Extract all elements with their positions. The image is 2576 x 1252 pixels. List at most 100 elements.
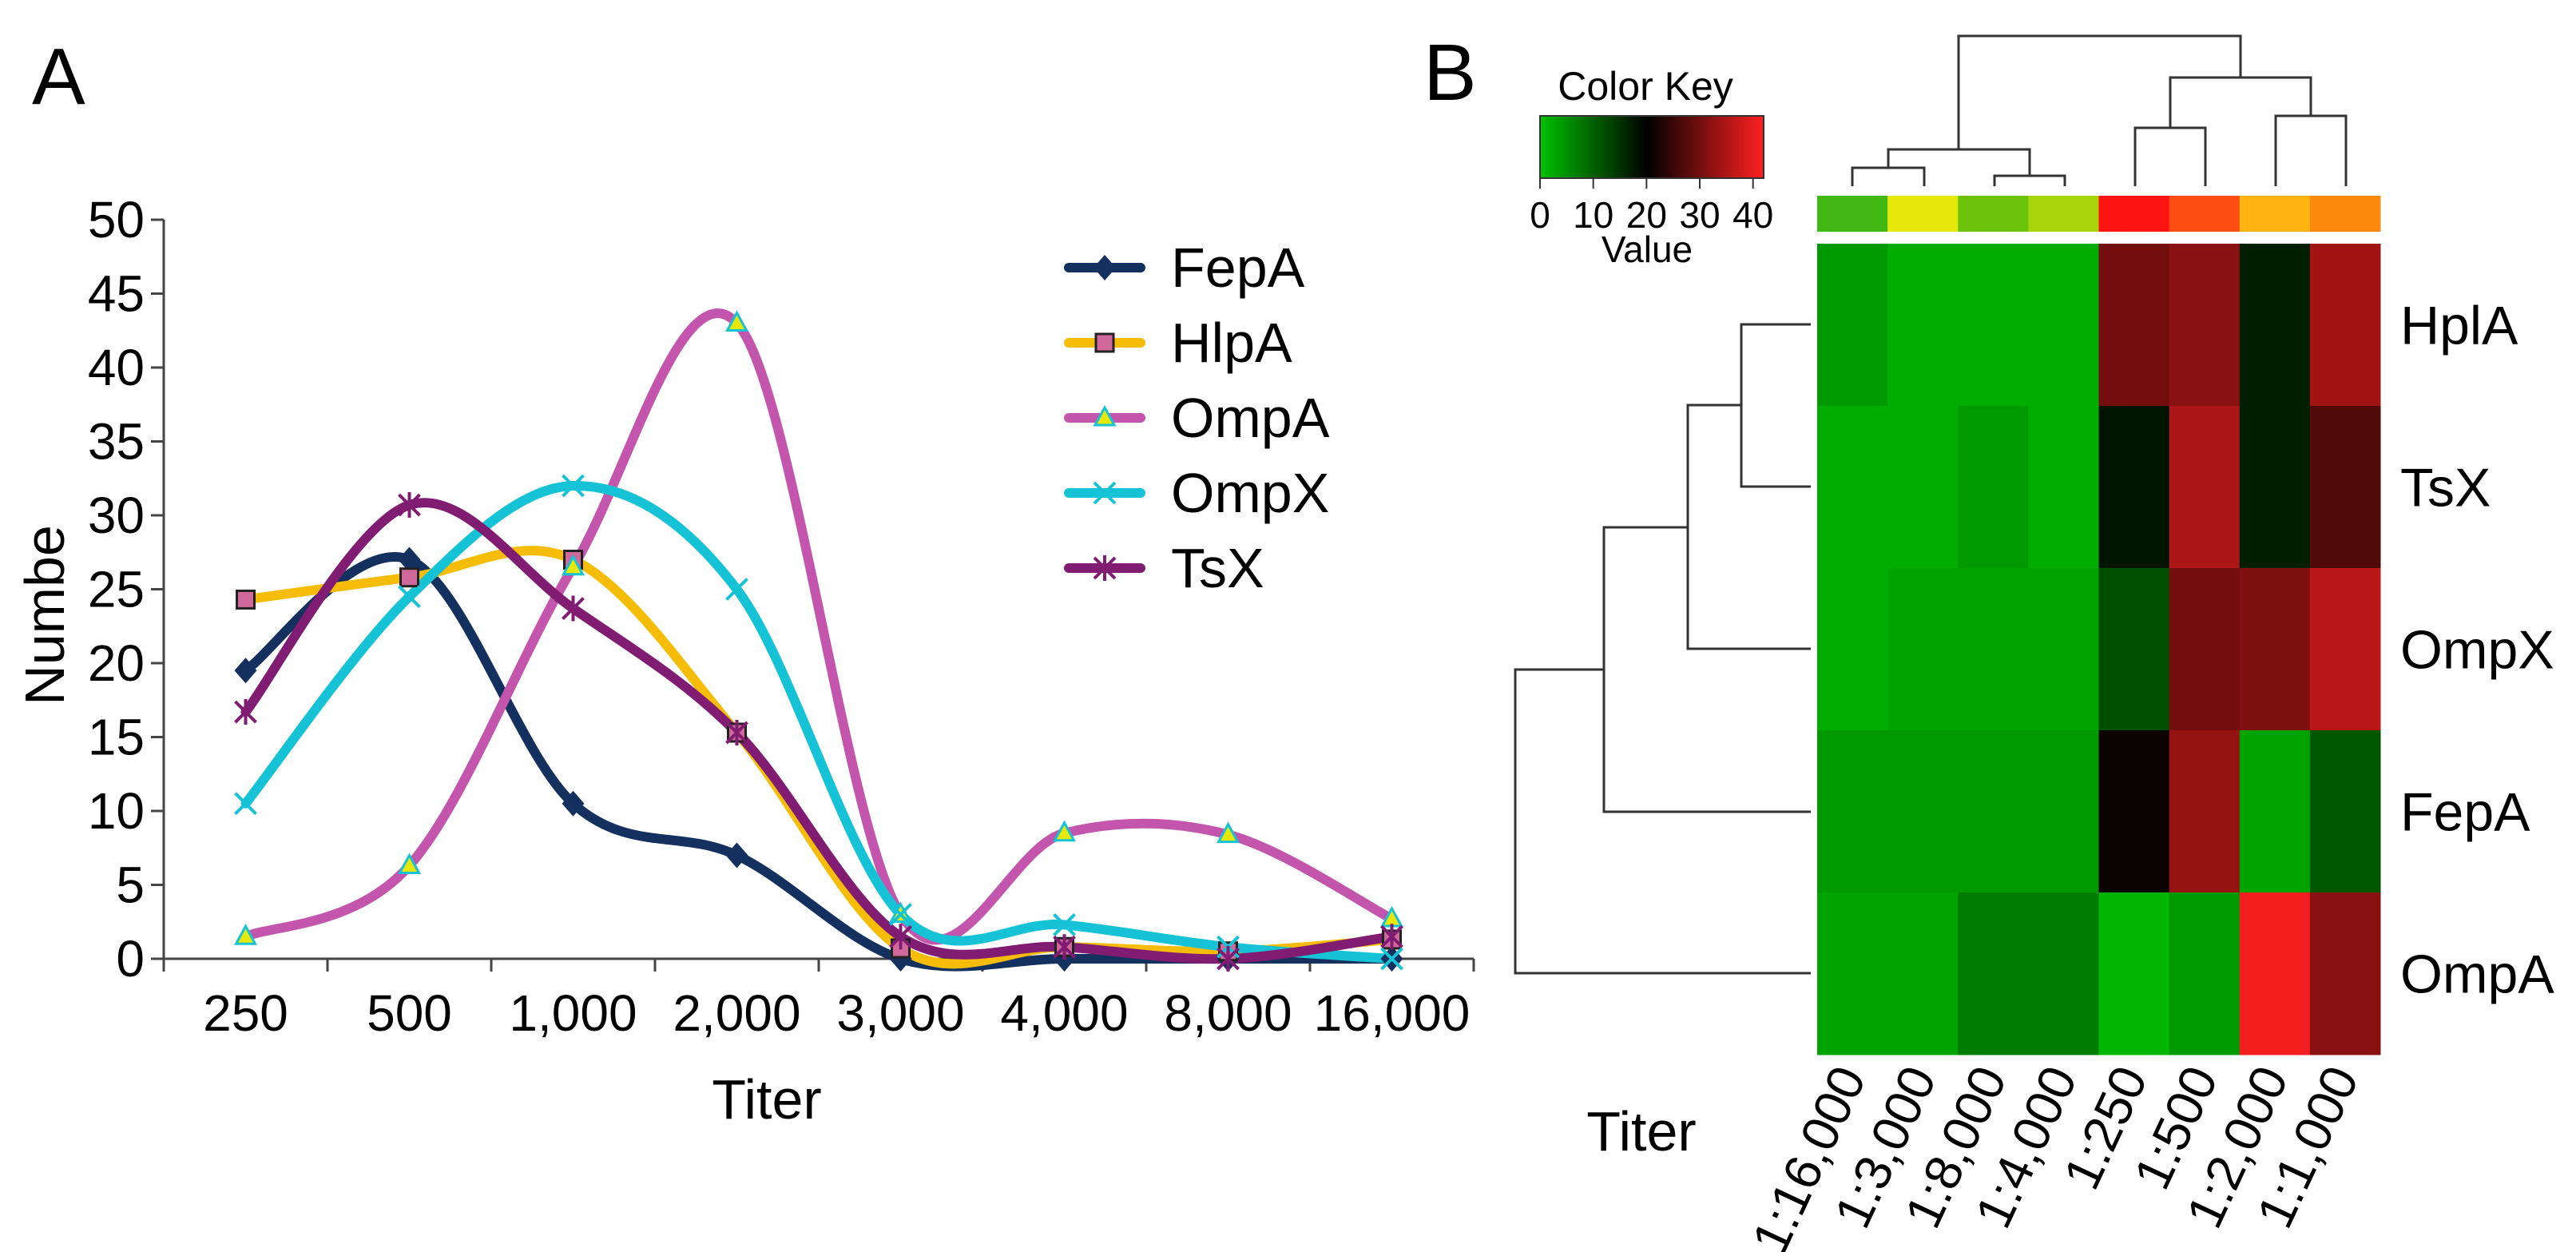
data-point-ompa — [724, 310, 749, 332]
heatmap-row-labels: HplA TsX OmpX FepA OmpA — [2400, 296, 2554, 1005]
color-key-ticks: 0 10 20 30 40 — [1530, 178, 1773, 236]
heatmap-cell — [2239, 730, 2311, 893]
data-point-ompx — [562, 474, 585, 498]
panel-label-a: A — [32, 32, 85, 121]
data-point-fepa — [234, 658, 257, 684]
heatmap-cell — [1958, 730, 2029, 893]
data-point-ompa — [561, 554, 585, 576]
legend: FepA HlpA OmpA OmpX TsX — [1064, 236, 1330, 599]
heatmap-cell — [1817, 406, 1888, 569]
heatmap-cell — [1958, 244, 2029, 407]
data-point-ompa — [1052, 820, 1077, 842]
data-point-ompx — [1053, 913, 1076, 936]
heatmap-cell — [2169, 244, 2241, 407]
column-colorbar-cell — [1817, 196, 1888, 232]
column-colorbar-cell — [2239, 196, 2311, 232]
y-tick-label: 0 — [116, 930, 145, 988]
heatmap-cell — [1817, 568, 1888, 731]
heatmap-cell — [2239, 244, 2311, 407]
color-key-tick-label: 20 — [1626, 194, 1667, 236]
x-tick-label: 250 — [203, 984, 288, 1042]
legend-marker-ompa — [1093, 404, 1117, 427]
data-point-ompx — [398, 585, 421, 609]
panel-label-b: B — [1423, 28, 1477, 117]
x-tick-label: 1,000 — [509, 984, 637, 1042]
heatmap-cell — [1887, 730, 1959, 893]
y-tick-label: 25 — [88, 561, 145, 618]
data-point-ompa — [1216, 821, 1240, 844]
heatmap-cell — [2239, 892, 2311, 1055]
data-point-ompx — [889, 903, 912, 926]
heatmap-row-label: OmpX — [2400, 620, 2554, 681]
heatmap-cell — [1817, 730, 1888, 893]
y-tick-label: 15 — [88, 709, 145, 766]
legend-label-tsx: TsX — [1171, 537, 1264, 599]
x-axis: 250 500 1,000 2,000 3,000 4,000 8,000 16,000 — [162, 959, 1475, 1042]
heatmap-cell — [2028, 568, 2099, 731]
series-line-ompa — [240, 308, 1397, 945]
color-key-bar — [1539, 115, 1764, 179]
heatmap-row-label: HplA — [2400, 296, 2518, 356]
heatmap-cell — [2169, 568, 2241, 731]
data-point-ompa — [233, 924, 258, 945]
color-key-tick-label: 40 — [1733, 194, 1773, 236]
heatmap-cell — [1817, 244, 1888, 407]
x-tick-label: 4,000 — [1000, 984, 1128, 1042]
data-point-ompx — [234, 792, 257, 816]
heatmap-row-label: OmpA — [2400, 944, 2554, 1005]
legend-label-hlpa: HlpA — [1171, 312, 1292, 374]
legend-label-ompa: OmpA — [1171, 387, 1330, 449]
heatmap-cell — [2239, 406, 2311, 569]
data-point-tsx — [889, 924, 912, 950]
heatmap-cell — [1887, 244, 1959, 407]
heatmap-cell — [2028, 892, 2099, 1055]
column-colorbar-cell — [2309, 196, 2381, 232]
y-tick-label: 35 — [88, 413, 145, 471]
y-tick-label: 5 — [116, 857, 145, 914]
column-colorbar-cell — [1887, 196, 1959, 232]
data-point-tsx — [1217, 946, 1240, 972]
data-point-tsx — [398, 492, 421, 519]
heatmap-x-axis-title: Titer — [1586, 1100, 1696, 1163]
y-tick-label: 10 — [88, 782, 145, 840]
column-colorbar-cell — [2098, 196, 2170, 232]
row-dendrogram — [1514, 323, 1811, 975]
heatmap-cell — [1958, 406, 2029, 569]
heatmap-cell — [1887, 892, 1959, 1055]
heatmap-chart: Color Key 0 10 20 30 40 Value — [1514, 34, 2554, 1252]
x-tick-label: 16,000 — [1314, 984, 1471, 1042]
heatmap-cell — [2028, 406, 2099, 569]
column-colorbar-cell — [2169, 196, 2241, 232]
color-key-label: Value — [1602, 229, 1693, 270]
y-tick-label: 30 — [88, 487, 145, 544]
color-key-tick-label: 10 — [1573, 194, 1613, 236]
legend-label-fepa: FepA — [1171, 236, 1305, 299]
legend-marker-ompx — [1093, 481, 1117, 505]
x-tick-label: 3,000 — [836, 984, 964, 1042]
data-point-tsx — [725, 719, 748, 745]
y-tick-label: 45 — [88, 265, 145, 323]
x-tick-label: 8,000 — [1164, 984, 1292, 1042]
heatmap-cell — [2098, 244, 2170, 407]
data-point-hlpa — [236, 589, 256, 610]
heatmap-cell — [2309, 568, 2381, 731]
y-tick-label: 20 — [88, 634, 145, 692]
legend-label-ompx: OmpX — [1171, 462, 1329, 524]
color-key-tick-label: 0 — [1530, 194, 1550, 236]
heatmap-cell — [2028, 730, 2099, 893]
heatmap-cell — [2169, 730, 2241, 893]
data-point-tsx — [1053, 934, 1076, 960]
color-key-tick-label: 30 — [1679, 194, 1720, 236]
data-point-tsx — [234, 699, 257, 725]
x-tick-label: 500 — [367, 984, 452, 1042]
heatmap-cell — [1817, 892, 1888, 1055]
heatmap-cell — [2169, 406, 2241, 569]
heatmap-cell — [2098, 892, 2170, 1055]
series-markers — [233, 310, 1404, 972]
column-dendrogram — [1851, 34, 2348, 186]
data-point-fepa — [725, 842, 748, 868]
y-tick-label: 40 — [88, 339, 145, 396]
heatmap-cell — [2309, 244, 2381, 407]
y-tick-label: 50 — [88, 191, 145, 248]
